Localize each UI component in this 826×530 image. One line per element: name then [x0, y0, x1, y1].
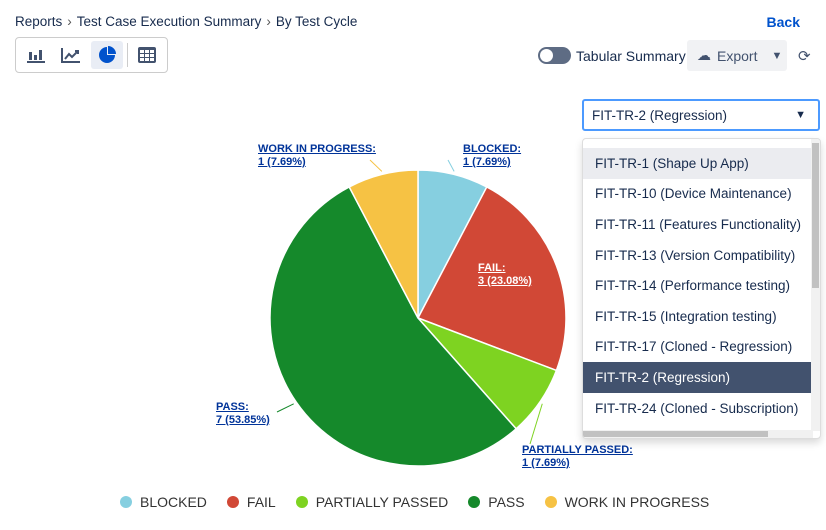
- legend-dot-icon: [468, 496, 481, 508]
- legend-item[interactable]: PARTIALLY PASSED: [295, 494, 449, 510]
- legend-label: BLOCKED: [140, 494, 207, 510]
- breadcrumb-reports[interactable]: Reports: [15, 14, 63, 29]
- line-chart-button[interactable]: [56, 41, 88, 69]
- table-button[interactable]: [131, 41, 163, 69]
- data-label-name: BLOCKED:: [463, 143, 522, 155]
- data-label[interactable]: FAIL: 3 (23.08%): [478, 262, 532, 288]
- vertical-scrollbar[interactable]: [811, 139, 820, 431]
- pie-slice-work-in-progress[interactable]: [348, 169, 419, 319]
- legend-item[interactable]: BLOCKED: [120, 494, 207, 510]
- dropdown-option[interactable]: FIT-TR-15 (Integration testing): [595, 308, 777, 324]
- line-chart-icon: [61, 48, 81, 63]
- pie-chart-button[interactable]: [91, 41, 123, 69]
- export-button[interactable]: ☁ Export ▼: [687, 40, 787, 71]
- horizontal-scrollbar[interactable]: [583, 430, 813, 438]
- breadcrumb: Reports › Test Case Execution Summary › By…: [15, 14, 357, 29]
- export-label: Export: [717, 47, 758, 64]
- data-label[interactable]: BLOCKED: 1 (7.69%): [463, 143, 521, 169]
- dropdown-option[interactable]: FIT-TR-13 (Version Compatibility): [595, 247, 796, 263]
- data-label-name: PASS:: [216, 401, 249, 413]
- breadcrumb-current: By Test Cycle: [275, 14, 358, 29]
- legend-item[interactable]: FAIL: [226, 494, 276, 510]
- pie-slice-pass[interactable]: [269, 185, 518, 467]
- data-label-value: 1 (7.69%): [463, 156, 511, 168]
- legend-dot-icon: [295, 496, 308, 508]
- chevron-down-icon: ▼: [771, 49, 783, 62]
- legend-label: FAIL: [246, 494, 276, 510]
- test-cycle-select-value: FIT-TR-2 (Regression): [592, 107, 728, 123]
- chart-type-toolbar: [15, 37, 168, 73]
- dropdown-option[interactable]: FIT-TR-10 (Device Maintenance): [595, 186, 792, 202]
- data-label-name: WORK IN PROGRESS:: [258, 143, 376, 155]
- legend-item[interactable]: PASS: [468, 494, 525, 510]
- dropdown-option[interactable]: FIT-TR-2 (Regression): [583, 362, 812, 393]
- legend-item[interactable]: WORK IN PROGRESS: [544, 494, 710, 510]
- legend-label: PASS: [488, 494, 525, 510]
- data-label[interactable]: PARTIALLY PASSED: 1 (7.69%): [522, 444, 633, 470]
- label-connector: [529, 403, 543, 445]
- dropdown-option[interactable]: FIT-TR-11 (Features Functionality): [595, 216, 802, 232]
- test-cycle-dropdown-menu: FIT-TR-1 (Shape Up App) FIT-TR-10 (Device…: [582, 138, 821, 439]
- data-label-value: 7 (53.85%): [216, 414, 270, 426]
- data-label[interactable]: PASS: 7 (53.85%): [216, 401, 270, 427]
- chart-legend: BLOCKED FAIL PARTIALLY PASSED PASS WORK IN P…: [120, 494, 709, 510]
- tabular-summary-label: Tabular Summary: [576, 48, 686, 64]
- legend-label: WORK IN PROGRESS: [564, 494, 710, 510]
- breadcrumb-test-case-execution-summary[interactable]: Test Case Execution Summary: [76, 14, 262, 29]
- data-label-value: 3 (23.08%): [478, 275, 532, 287]
- data-label[interactable]: WORK IN PROGRESS: 1 (7.69%): [258, 143, 376, 169]
- cloud-download-icon: ☁: [697, 47, 711, 63]
- dropdown-option[interactable]: FIT-TR-17 (Cloned - Regression): [595, 339, 793, 355]
- pie-chart-icon: [98, 46, 116, 63]
- tabular-summary-toggle[interactable]: [538, 47, 571, 64]
- test-cycle-select[interactable]: FIT-TR-2 (Regression) ▼: [582, 99, 820, 131]
- back-link[interactable]: Back: [766, 14, 800, 30]
- data-label-value: 1 (7.69%): [258, 156, 306, 168]
- dropdown-option[interactable]: FIT-TR-14 (Performance testing): [595, 278, 791, 294]
- legend-label: PARTIALLY PASSED: [315, 494, 449, 510]
- chevron-right-icon: ›: [266, 14, 271, 29]
- table-icon: [138, 47, 157, 63]
- chevron-down-icon: ▼: [795, 109, 806, 121]
- legend-dot-icon: [120, 496, 132, 508]
- pie-slice-fail[interactable]: [416, 185, 567, 372]
- dropdown-option[interactable]: FIT-TR-1 (Shape Up App): [583, 148, 812, 179]
- bar-chart-icon: [26, 50, 45, 63]
- divider: [126, 43, 128, 67]
- chevron-right-icon: ›: [67, 14, 72, 29]
- dropdown-option[interactable]: FIT-TR-24 (Cloned - Subscription): [595, 400, 799, 416]
- legend-dot-icon: [226, 496, 239, 508]
- legend-dot-icon: [544, 496, 557, 508]
- bar-chart-button[interactable]: [20, 41, 52, 69]
- label-connector: [447, 159, 455, 172]
- data-label-value: 1 (7.69%): [522, 457, 570, 469]
- refresh-icon[interactable]: ⟳: [798, 48, 811, 65]
- label-connector: [369, 159, 383, 172]
- data-label-name: FAIL:: [478, 262, 506, 274]
- data-label-name: PARTIALLY PASSED:: [522, 444, 633, 456]
- label-connector: [276, 403, 294, 413]
